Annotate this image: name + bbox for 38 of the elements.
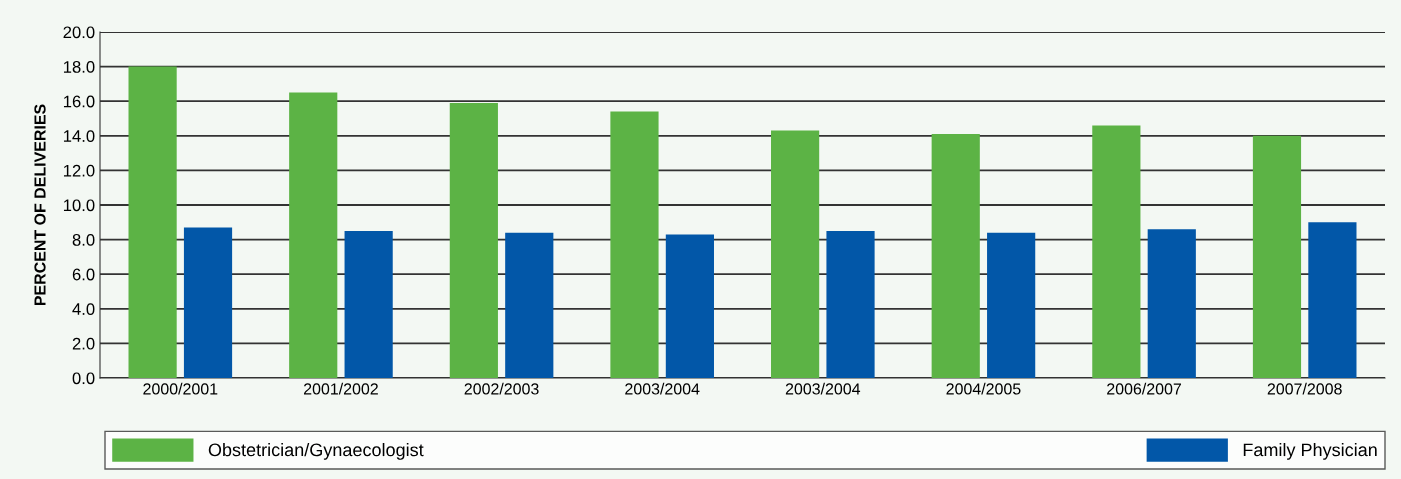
legend-label: Family Physician [1243, 443, 1377, 460]
y-tick-label: 0.0 [72, 372, 95, 385]
y-tick-label: 4.0 [72, 303, 95, 315]
x-tick-label: 2003/2004 [785, 382, 861, 395]
bar [610, 111, 659, 378]
bar [665, 234, 714, 378]
bar [826, 230, 875, 378]
bar [183, 227, 233, 378]
y-tick-label: 10.0 [63, 199, 95, 212]
bar [128, 66, 177, 378]
bar [1092, 125, 1141, 378]
bar [289, 92, 338, 378]
x-tick-label: 2001/2002 [303, 382, 378, 395]
y-tick-label: 2.0 [72, 337, 95, 350]
bar [771, 130, 820, 378]
bar [344, 230, 393, 378]
y-tick-label: 6.0 [72, 268, 95, 281]
y-tick-label: 14.0 [63, 130, 95, 142]
x-tick-label: 2004/2005 [946, 382, 1021, 395]
bar [1308, 222, 1357, 378]
bar [1252, 135, 1302, 378]
y-tick-label: 18.0 [63, 61, 95, 73]
y-axis-title: PERCENT OF DELIVERIES [34, 104, 46, 306]
y-tick-label: 8.0 [72, 234, 95, 246]
y-tick-label: 20.0 [63, 26, 95, 39]
x-tick-label: 2007/2008 [1267, 382, 1342, 395]
bar [505, 232, 554, 378]
x-tick-label: 2006/2007 [1107, 382, 1182, 395]
bar [987, 232, 1036, 378]
x-tick-label: 2003/2004 [625, 382, 700, 395]
x-tick-label: 2002/2003 [464, 382, 539, 395]
bar [1147, 229, 1196, 378]
y-tick-label: 12.0 [63, 164, 95, 177]
bar [449, 102, 498, 378]
x-tick-label: 2000/2001 [143, 382, 218, 395]
bar [931, 134, 980, 378]
y-tick-label: 16.0 [63, 95, 95, 108]
legend-label: Obstetrician/Gynaecologist [208, 443, 424, 460]
